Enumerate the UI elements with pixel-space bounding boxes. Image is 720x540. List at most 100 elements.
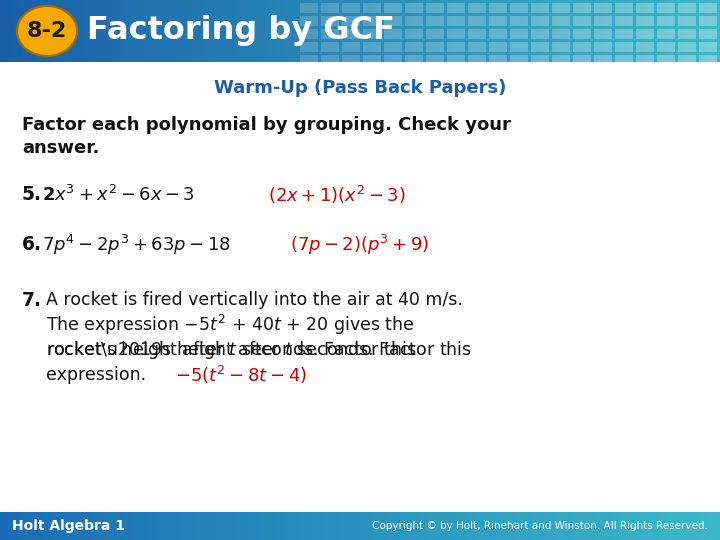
FancyBboxPatch shape: [678, 3, 696, 13]
FancyBboxPatch shape: [447, 42, 465, 52]
FancyBboxPatch shape: [636, 55, 654, 65]
FancyBboxPatch shape: [573, 55, 591, 65]
FancyBboxPatch shape: [510, 16, 528, 26]
FancyBboxPatch shape: [531, 16, 549, 26]
FancyBboxPatch shape: [678, 42, 696, 52]
FancyBboxPatch shape: [384, 29, 402, 39]
FancyBboxPatch shape: [300, 55, 318, 65]
FancyBboxPatch shape: [300, 29, 318, 39]
FancyBboxPatch shape: [594, 3, 612, 13]
FancyBboxPatch shape: [531, 55, 549, 65]
FancyBboxPatch shape: [615, 3, 633, 13]
Text: $-5(t^2 - 8t - 4)$: $-5(t^2 - 8t - 4)$: [175, 364, 307, 386]
FancyBboxPatch shape: [342, 42, 360, 52]
FancyBboxPatch shape: [342, 16, 360, 26]
FancyBboxPatch shape: [510, 3, 528, 13]
Text: $7p^4 - 2p^3 + 63p - 18$: $7p^4 - 2p^3 + 63p - 18$: [42, 233, 230, 257]
Text: Copyright © by Holt, Rinehart and Winston. All Rights Reserved.: Copyright © by Holt, Rinehart and Winsto…: [372, 521, 708, 531]
Text: Holt Algebra 1: Holt Algebra 1: [12, 519, 125, 533]
FancyBboxPatch shape: [531, 42, 549, 52]
FancyBboxPatch shape: [468, 55, 486, 65]
FancyBboxPatch shape: [699, 3, 717, 13]
FancyBboxPatch shape: [300, 3, 318, 13]
FancyBboxPatch shape: [321, 29, 339, 39]
FancyBboxPatch shape: [384, 16, 402, 26]
FancyBboxPatch shape: [594, 55, 612, 65]
FancyBboxPatch shape: [678, 55, 696, 65]
FancyBboxPatch shape: [489, 29, 507, 39]
FancyBboxPatch shape: [405, 3, 423, 13]
FancyBboxPatch shape: [615, 29, 633, 39]
Text: The expression $-5t^2$ + 40$t$ + 20 gives the: The expression $-5t^2$ + 40$t$ + 20 give…: [46, 313, 415, 337]
Text: 8-2: 8-2: [27, 21, 67, 41]
FancyBboxPatch shape: [384, 55, 402, 65]
FancyBboxPatch shape: [699, 16, 717, 26]
FancyBboxPatch shape: [321, 55, 339, 65]
FancyBboxPatch shape: [405, 29, 423, 39]
FancyBboxPatch shape: [594, 16, 612, 26]
FancyBboxPatch shape: [636, 29, 654, 39]
FancyBboxPatch shape: [363, 42, 381, 52]
FancyBboxPatch shape: [573, 3, 591, 13]
FancyBboxPatch shape: [678, 29, 696, 39]
Text: answer.: answer.: [22, 139, 99, 157]
FancyBboxPatch shape: [468, 16, 486, 26]
FancyBboxPatch shape: [426, 55, 444, 65]
FancyBboxPatch shape: [678, 16, 696, 26]
FancyBboxPatch shape: [510, 42, 528, 52]
FancyBboxPatch shape: [657, 42, 675, 52]
FancyBboxPatch shape: [552, 55, 570, 65]
FancyBboxPatch shape: [636, 3, 654, 13]
FancyBboxPatch shape: [552, 16, 570, 26]
FancyBboxPatch shape: [300, 16, 318, 26]
Text: rocket’s height after $t$ seconds. Factor this: rocket’s height after $t$ seconds. Facto…: [46, 339, 416, 361]
FancyBboxPatch shape: [384, 3, 402, 13]
FancyBboxPatch shape: [573, 29, 591, 39]
FancyBboxPatch shape: [510, 29, 528, 39]
FancyBboxPatch shape: [699, 55, 717, 65]
FancyBboxPatch shape: [426, 3, 444, 13]
FancyBboxPatch shape: [531, 3, 549, 13]
FancyBboxPatch shape: [573, 16, 591, 26]
FancyBboxPatch shape: [699, 29, 717, 39]
FancyBboxPatch shape: [594, 29, 612, 39]
FancyBboxPatch shape: [447, 16, 465, 26]
FancyBboxPatch shape: [510, 55, 528, 65]
FancyBboxPatch shape: [594, 42, 612, 52]
FancyBboxPatch shape: [657, 55, 675, 65]
FancyBboxPatch shape: [342, 3, 360, 13]
Text: 6.: 6.: [22, 235, 42, 254]
FancyBboxPatch shape: [552, 42, 570, 52]
FancyBboxPatch shape: [615, 42, 633, 52]
FancyBboxPatch shape: [447, 3, 465, 13]
FancyBboxPatch shape: [342, 29, 360, 39]
FancyBboxPatch shape: [363, 16, 381, 26]
FancyBboxPatch shape: [657, 3, 675, 13]
Text: Factor each polynomial by grouping. Check your: Factor each polynomial by grouping. Chec…: [22, 116, 511, 134]
FancyBboxPatch shape: [615, 55, 633, 65]
FancyBboxPatch shape: [699, 42, 717, 52]
Text: 7.: 7.: [22, 291, 42, 309]
FancyBboxPatch shape: [447, 29, 465, 39]
FancyBboxPatch shape: [426, 29, 444, 39]
FancyBboxPatch shape: [489, 55, 507, 65]
FancyBboxPatch shape: [489, 42, 507, 52]
FancyBboxPatch shape: [426, 16, 444, 26]
FancyBboxPatch shape: [447, 55, 465, 65]
FancyBboxPatch shape: [636, 16, 654, 26]
FancyBboxPatch shape: [468, 42, 486, 52]
FancyBboxPatch shape: [468, 29, 486, 39]
Text: 5.: 5.: [22, 186, 42, 205]
Text: A rocket is fired vertically into the air at 40 m/s.: A rocket is fired vertically into the ai…: [46, 291, 463, 309]
Text: $(2x + 1)(x^2 - 3)$: $(2x + 1)(x^2 - 3)$: [268, 184, 405, 206]
FancyBboxPatch shape: [405, 55, 423, 65]
FancyBboxPatch shape: [573, 42, 591, 52]
FancyBboxPatch shape: [405, 42, 423, 52]
FancyBboxPatch shape: [321, 42, 339, 52]
FancyBboxPatch shape: [531, 29, 549, 39]
FancyBboxPatch shape: [363, 3, 381, 13]
FancyBboxPatch shape: [657, 16, 675, 26]
FancyBboxPatch shape: [489, 3, 507, 13]
Text: Factoring by GCF: Factoring by GCF: [87, 16, 395, 46]
FancyBboxPatch shape: [615, 16, 633, 26]
